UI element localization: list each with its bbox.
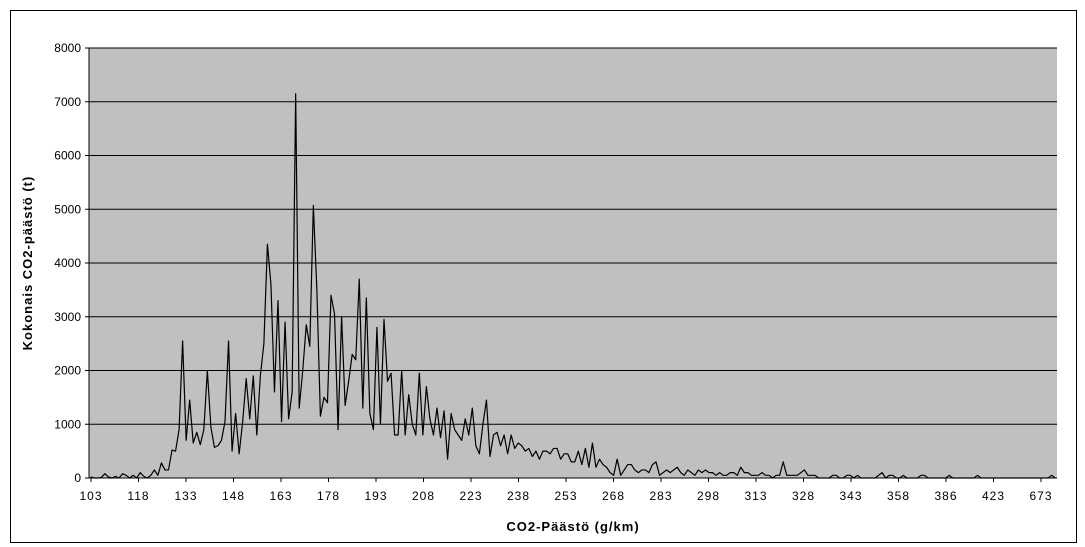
y-tick-label: 8000	[54, 41, 81, 55]
x-tick-label: 223	[459, 489, 482, 503]
x-tick-label: 673	[1029, 489, 1052, 503]
x-axis-tick-labels: 103 118 133 148 163 178 193 208 223 238 253 268 283 2…	[79, 478, 1052, 503]
x-tick-label: 268	[602, 489, 625, 503]
x-tick-label: 358	[887, 489, 910, 503]
y-tick-label: 1000	[54, 417, 81, 431]
x-tick-label: 298	[697, 489, 720, 503]
x-tick-label: 313	[744, 489, 767, 503]
x-tick-label: 148	[222, 489, 245, 503]
y-tick-label: 0	[74, 471, 81, 485]
x-tick-label: 386	[934, 489, 957, 503]
x-tick-label: 208	[412, 489, 435, 503]
x-axis-title: CO2-Päästö (g/km)	[506, 519, 639, 534]
x-tick-label: 343	[839, 489, 862, 503]
y-tick-label: 2000	[54, 364, 81, 378]
x-tick-label: 423	[982, 489, 1005, 503]
x-tick-label: 133	[174, 489, 197, 503]
y-tick-label: 4000	[54, 256, 81, 270]
y-tick-label: 7000	[54, 95, 81, 109]
y-tick-label: 5000	[54, 202, 81, 216]
y-tick-label: 3000	[54, 310, 81, 324]
y-tick-label: 6000	[54, 149, 81, 163]
x-tick-label: 328	[792, 489, 815, 503]
x-tick-label: 253	[554, 489, 577, 503]
x-tick-label: 103	[79, 489, 102, 503]
series-line	[90, 93, 1056, 479]
y-axis-title: Kokonais CO2-päästö (t)	[20, 176, 35, 351]
gridlines	[89, 47, 1057, 425]
x-tick-label: 238	[507, 489, 530, 503]
y-axis-tick-labels: 0 1000 2000 3000 4000 5000 6000 7000 8000	[54, 41, 89, 485]
x-tick-label: 178	[317, 489, 340, 503]
x-tick-label: 163	[269, 489, 292, 503]
x-tick-label: 118	[127, 489, 149, 503]
x-tick-label: 193	[364, 489, 387, 503]
x-tick-label: 283	[649, 489, 672, 503]
